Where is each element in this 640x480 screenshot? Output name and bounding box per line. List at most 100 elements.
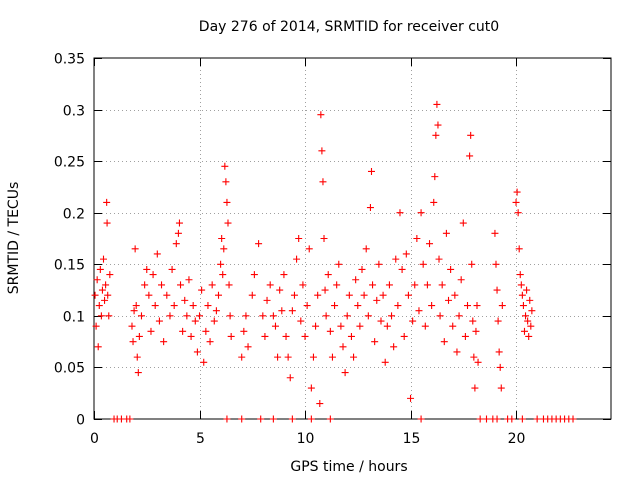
data-point	[430, 198, 438, 206]
data-point	[317, 111, 325, 119]
data-point	[428, 302, 436, 310]
data-point	[426, 240, 434, 248]
data-point	[276, 286, 284, 294]
data-point	[381, 358, 389, 366]
data-point	[515, 245, 523, 253]
data-point	[278, 307, 286, 315]
chart-title: Day 276 of 2014, SRMTID for receiver cut…	[199, 19, 499, 35]
data-point	[513, 188, 521, 196]
data-point	[519, 302, 527, 310]
data-point	[369, 281, 377, 289]
data-point	[218, 235, 226, 242]
data-point	[293, 255, 301, 263]
data-point	[191, 317, 199, 325]
data-point	[383, 322, 391, 330]
data-point	[360, 291, 368, 299]
data-point	[128, 322, 136, 330]
data-point	[168, 265, 176, 273]
data-point	[508, 415, 516, 423]
data-point	[411, 281, 419, 289]
data-point	[187, 332, 195, 340]
data-point	[238, 353, 246, 361]
data-point	[318, 147, 326, 155]
grid-lines	[94, 58, 611, 419]
data-point	[464, 302, 472, 310]
data-point	[297, 317, 305, 325]
data-point	[396, 209, 404, 217]
data-point	[307, 384, 315, 392]
data-point	[145, 291, 153, 299]
data-point	[223, 415, 231, 423]
data-point	[269, 312, 277, 320]
data-point	[324, 271, 332, 279]
data-point	[177, 281, 185, 289]
data-point	[282, 332, 290, 340]
data-point	[181, 296, 189, 304]
data-point	[498, 302, 506, 310]
data-point	[255, 240, 263, 248]
data-point	[525, 332, 533, 340]
data-point	[172, 240, 180, 248]
data-point	[160, 338, 168, 346]
data-point	[200, 358, 208, 366]
data-point	[183, 312, 191, 320]
data-point	[312, 322, 320, 330]
data-point	[131, 245, 139, 253]
data-point	[470, 353, 478, 361]
data-point	[240, 327, 248, 335]
data-point	[226, 312, 234, 320]
data-point	[390, 343, 398, 351]
data-point	[208, 281, 216, 289]
x-tick-label: 20	[508, 431, 526, 447]
data-point	[257, 415, 265, 423]
data-point	[523, 286, 531, 294]
data-point	[472, 327, 480, 335]
data-point	[204, 302, 212, 310]
data-point	[524, 317, 532, 325]
data-point	[103, 219, 111, 227]
data-point	[106, 271, 114, 279]
data-point	[347, 332, 355, 340]
data-point	[259, 312, 267, 320]
data-point	[130, 307, 138, 315]
data-point	[299, 281, 307, 289]
data-point	[314, 291, 322, 299]
data-point	[433, 100, 441, 108]
data-point	[467, 131, 475, 139]
data-point	[471, 384, 479, 392]
data-point	[385, 281, 393, 289]
data-point	[96, 265, 104, 273]
data-points	[91, 100, 577, 423]
data-point	[436, 312, 444, 320]
data-point	[491, 229, 499, 237]
data-point	[212, 307, 220, 315]
data-point	[266, 281, 274, 289]
data-point	[288, 307, 296, 315]
data-point	[132, 302, 140, 310]
data-point	[447, 265, 455, 273]
data-point	[388, 312, 396, 320]
data-point	[335, 260, 343, 268]
data-point	[466, 152, 474, 160]
y-tick-label: 0.05	[54, 361, 85, 377]
data-point	[407, 394, 415, 402]
data-point	[392, 255, 400, 263]
data-point	[373, 296, 381, 304]
data-point	[438, 281, 446, 289]
data-point	[442, 229, 450, 237]
data-point	[377, 317, 385, 325]
data-point	[307, 415, 315, 423]
data-point	[516, 271, 524, 279]
data-point	[423, 281, 431, 289]
data-point	[400, 332, 408, 340]
data-point	[196, 312, 204, 320]
data-point	[215, 291, 223, 299]
data-point	[469, 317, 477, 325]
data-point	[528, 307, 536, 315]
data-point	[457, 276, 465, 284]
data-point	[97, 312, 105, 320]
data-point	[527, 322, 535, 330]
data-point	[198, 286, 206, 294]
data-point	[242, 312, 250, 320]
